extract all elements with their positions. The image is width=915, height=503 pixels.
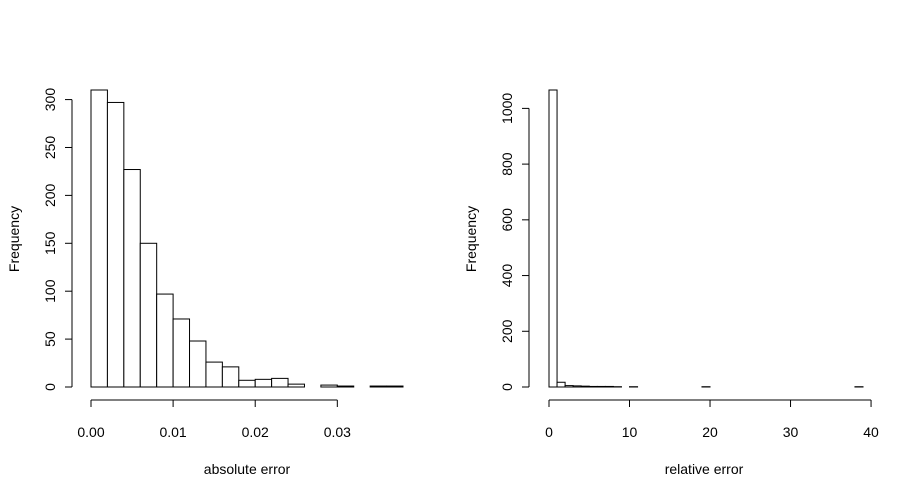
relative-error-x-tick-label-0: 0	[545, 424, 553, 440]
relative-error-x-tick-label-1: 10	[622, 424, 638, 440]
relative-error-bar-2	[565, 386, 573, 387]
absolute-error-bars	[91, 90, 403, 387]
absolute-error-y-tick-label-4: 200	[42, 183, 58, 207]
absolute-error-bar-18	[387, 386, 403, 387]
relative-error-x-tick-label-4: 40	[863, 424, 879, 440]
relative-error-x-tick-label-2: 20	[702, 424, 718, 440]
absolute-error-x-tick-label-1: 0.01	[159, 424, 186, 440]
absolute-error-bar-17	[370, 386, 386, 387]
absolute-error-y-tick-label-0: 0	[42, 383, 58, 391]
absolute-error-x-axis-label: absolute error	[204, 461, 291, 477]
relative-error-bar-1	[557, 382, 565, 387]
relative-error-bar-5	[589, 386, 597, 387]
absolute-error-bar-2	[124, 170, 140, 387]
relative-error-y-axis-label: Frequency	[463, 206, 479, 272]
relative-error-x-axis-label: relative error	[665, 461, 744, 477]
relative-error-y-axis: 0 200 400 600 800 1000	[499, 93, 529, 391]
absolute-error-bar-0	[91, 90, 107, 387]
relative-error-y-tick-label-1: 200	[499, 319, 515, 343]
relative-error-y-tick-label-4: 800	[499, 152, 515, 176]
absolute-error-bar-3	[140, 243, 156, 387]
absolute-error-bar-1	[107, 102, 123, 387]
absolute-error-x-axis: 0.00 0.01 0.02 0.03	[77, 400, 351, 440]
absolute-error-y-tick-label-2: 100	[42, 279, 58, 303]
absolute-error-histogram-panel: 0.00 0.01 0.02 0.03 0 50 100 150 200 250 300 abso…	[6, 88, 403, 477]
relative-error-x-tick-label-3: 30	[783, 424, 799, 440]
absolute-error-y-tick-label-3: 150	[42, 231, 58, 255]
absolute-error-bar-7	[206, 362, 222, 387]
absolute-error-bar-10	[255, 379, 271, 387]
absolute-error-bar-11	[272, 378, 288, 387]
relative-error-y-tick-label-0: 0	[499, 383, 515, 391]
relative-error-bar-6	[597, 386, 605, 387]
relative-error-bars	[549, 90, 863, 387]
absolute-error-bar-4	[157, 294, 173, 387]
absolute-error-x-tick-label-3: 0.03	[324, 424, 351, 440]
relative-error-bar-3	[573, 386, 581, 387]
absolute-error-bar-5	[173, 319, 189, 387]
absolute-error-y-tick-label-6: 300	[42, 88, 58, 112]
relative-error-y-tick-label-5: 1000	[499, 93, 515, 124]
absolute-error-bar-15	[337, 386, 353, 387]
relative-error-bar-7	[605, 386, 613, 387]
relative-error-y-tick-label-2: 400	[499, 264, 515, 288]
absolute-error-y-axis: 0 50 100 150 200 250 300	[42, 88, 72, 391]
absolute-error-y-axis-label: Frequency	[6, 206, 22, 272]
absolute-error-y-tick-label-5: 250	[42, 136, 58, 160]
absolute-error-y-tick-label-1: 50	[42, 331, 58, 347]
absolute-error-bar-8	[222, 367, 238, 387]
relative-error-histogram-panel: 0 10 20 30 40 0 200 400 600 800 1000 relative err…	[463, 90, 879, 477]
relative-error-y-tick-label-3: 600	[499, 208, 515, 232]
relative-error-bar-0	[549, 90, 557, 387]
absolute-error-bar-9	[239, 380, 255, 387]
absolute-error-x-tick-label-0: 0.00	[77, 424, 104, 440]
relative-error-bar-4	[581, 386, 589, 387]
absolute-error-x-tick-label-2: 0.02	[242, 424, 269, 440]
relative-error-x-axis: 0 10 20 30 40	[545, 400, 879, 440]
absolute-error-bar-14	[321, 385, 337, 387]
absolute-error-bar-6	[190, 341, 206, 387]
absolute-error-bar-12	[288, 384, 304, 387]
